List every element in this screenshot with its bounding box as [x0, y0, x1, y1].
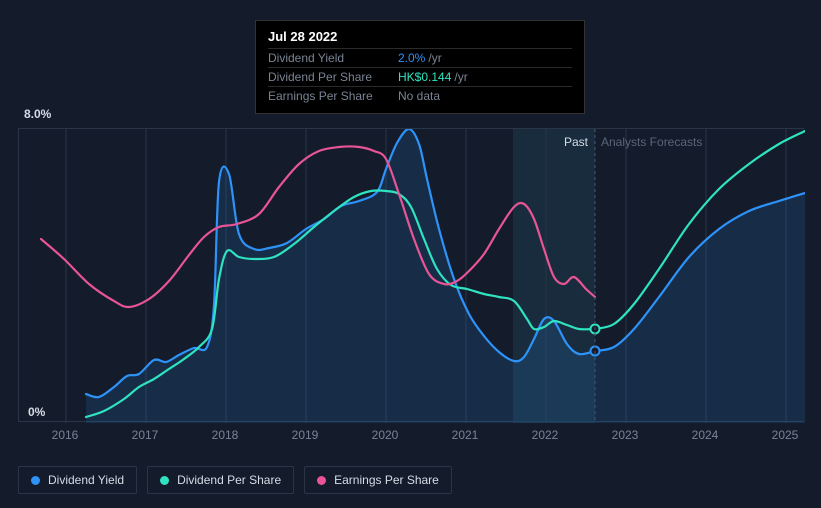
tooltip-date: Jul 28 2022 — [268, 29, 572, 48]
x-axis-tick-label: 2023 — [612, 428, 639, 442]
x-axis-tick-label: 2021 — [452, 428, 479, 442]
x-axis-tick-label: 2017 — [132, 428, 159, 442]
legend-dot-icon — [160, 476, 169, 485]
tooltip-row-unit: /yr — [428, 51, 441, 65]
x-axis-tick-label: 2019 — [292, 428, 319, 442]
tooltip-row-value: No data — [398, 89, 440, 103]
tooltip-row: Dividend Yield2.0%/yr — [268, 48, 572, 67]
x-axis-tick-label: 2024 — [692, 428, 719, 442]
x-axis-tick-label: 2025 — [772, 428, 799, 442]
x-axis-tick-label: 2016 — [52, 428, 79, 442]
legend-item[interactable]: Earnings Per Share — [304, 466, 452, 494]
x-axis-tick-label: 2020 — [372, 428, 399, 442]
tooltip-row-value: 2.0% — [398, 51, 425, 65]
legend-dot-icon — [317, 476, 326, 485]
x-axis-tick-label: 2018 — [212, 428, 239, 442]
region-past-label: Past — [564, 135, 588, 149]
tooltip: Jul 28 2022 Dividend Yield2.0%/yrDividen… — [255, 20, 585, 114]
tooltip-row-label: Earnings Per Share — [268, 89, 398, 103]
legend: Dividend Yield Dividend Per Share Earnings… — [18, 466, 452, 494]
tooltip-row: Dividend Per ShareHK$0.144/yr — [268, 67, 572, 86]
tooltip-row-value: HK$0.144 — [398, 70, 451, 84]
legend-item-label: Dividend Yield — [48, 473, 124, 487]
legend-item[interactable]: Dividend Yield — [18, 466, 137, 494]
legend-item[interactable]: Dividend Per Share — [147, 466, 294, 494]
tooltip-row: Earnings Per ShareNo data — [268, 86, 572, 105]
tooltip-row-label: Dividend Yield — [268, 51, 398, 65]
chart-plot-area[interactable]: Past Analysts Forecasts — [18, 128, 804, 422]
region-forecast-label: Analysts Forecasts — [601, 135, 702, 149]
x-axis-tick-label: 2022 — [532, 428, 559, 442]
legend-item-label: Dividend Per Share — [177, 473, 281, 487]
legend-item-label: Earnings Per Share — [334, 473, 439, 487]
legend-dot-icon — [31, 476, 40, 485]
x-axis-labels: 2016 2017 2018 2019 2020 2021 2022 2023 2024 2025 — [18, 428, 804, 448]
y-axis-top-label: 8.0% — [24, 107, 51, 121]
tooltip-row-label: Dividend Per Share — [268, 70, 398, 84]
tooltip-row-unit: /yr — [454, 70, 467, 84]
chart-svg — [19, 129, 805, 423]
